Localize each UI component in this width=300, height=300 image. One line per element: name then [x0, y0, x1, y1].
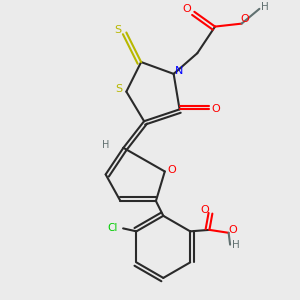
Text: S: S — [114, 25, 121, 34]
Text: N: N — [175, 66, 183, 76]
Text: S: S — [116, 84, 122, 94]
Text: O: O — [229, 225, 237, 235]
Text: O: O — [211, 104, 220, 114]
Text: O: O — [183, 4, 191, 14]
Text: Cl: Cl — [108, 224, 118, 233]
Text: H: H — [102, 140, 109, 150]
Text: O: O — [240, 14, 249, 24]
Text: H: H — [261, 2, 269, 12]
Text: H: H — [232, 240, 239, 250]
Text: O: O — [168, 165, 177, 175]
Text: O: O — [201, 205, 209, 215]
